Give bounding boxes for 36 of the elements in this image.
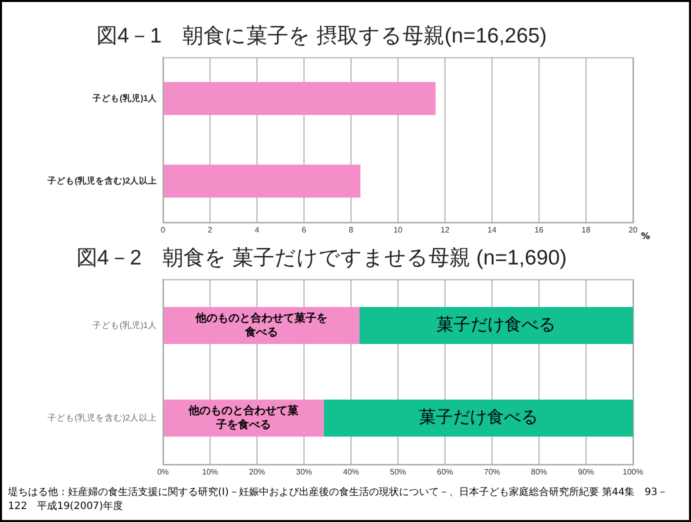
x-tick-label: 0: [160, 225, 166, 234]
y-tick-label: 子ども(乳児を含む)2人以上: [46, 175, 157, 186]
x-tick-label: 8: [348, 225, 354, 234]
y-tick-label: 子ども(乳児)1人: [92, 92, 158, 103]
x-tick-label: 80%: [530, 467, 548, 476]
x-tick-label: 14: [488, 225, 497, 234]
x-tick-label: 40%: [342, 467, 360, 476]
x-tick-label: 20%: [248, 467, 266, 476]
bar: [359, 306, 633, 344]
x-tick-label: 50%: [390, 467, 406, 476]
series-label: 他のものと合わせて菓子を食べる: [194, 311, 328, 338]
bar: [324, 400, 633, 437]
x-tick-label: 4: [254, 225, 260, 234]
x-tick-label: 6: [302, 225, 307, 234]
x-tick-label: 90%: [578, 467, 594, 476]
x-tick-label: 10: [394, 225, 403, 234]
x-tick-label: 2: [208, 225, 213, 234]
y-tick-label: 子ども(乳児)1人: [92, 320, 157, 330]
text: 堤ちはる他：妊産婦の食生活支援に関する研究(Ⅰ)－妊娠中および出産後の食生活の現状について－、日本子ども家庭総合研究所紀要 第44集 93－122 平成19(2007)年度: [8, 486, 668, 514]
x-axis-title: %: [641, 232, 650, 242]
x-tick-label: 16: [534, 225, 544, 234]
y-tick-label: 子ども(乳児を含む)2人以上: [48, 412, 157, 422]
chart-title: 図4－1 朝食に菓子を 摂取する母親(n=16,265): [96, 24, 547, 48]
x-tick-label: 10%: [202, 467, 218, 476]
series-label: 菓子だけ食べる: [436, 314, 556, 335]
text: 他のものと合わせて菓子を食べる: [188, 404, 299, 431]
x-tick-label: 18: [582, 225, 591, 234]
x-tick-label: 30%: [296, 467, 312, 476]
chart-title: 図4－2 朝食を 菓子だけですませる母親 (n=1,690): [76, 246, 567, 270]
x-tick-label: 70%: [484, 467, 500, 476]
text: 菓子だけ食べる: [418, 408, 538, 428]
x-tick-label: 0%: [157, 467, 169, 476]
x-tick-label: 100%: [622, 467, 644, 476]
x-tick-label: 60%: [436, 467, 454, 476]
x-tick-label: 20: [628, 225, 638, 234]
x-tick-label: 12: [440, 225, 450, 234]
